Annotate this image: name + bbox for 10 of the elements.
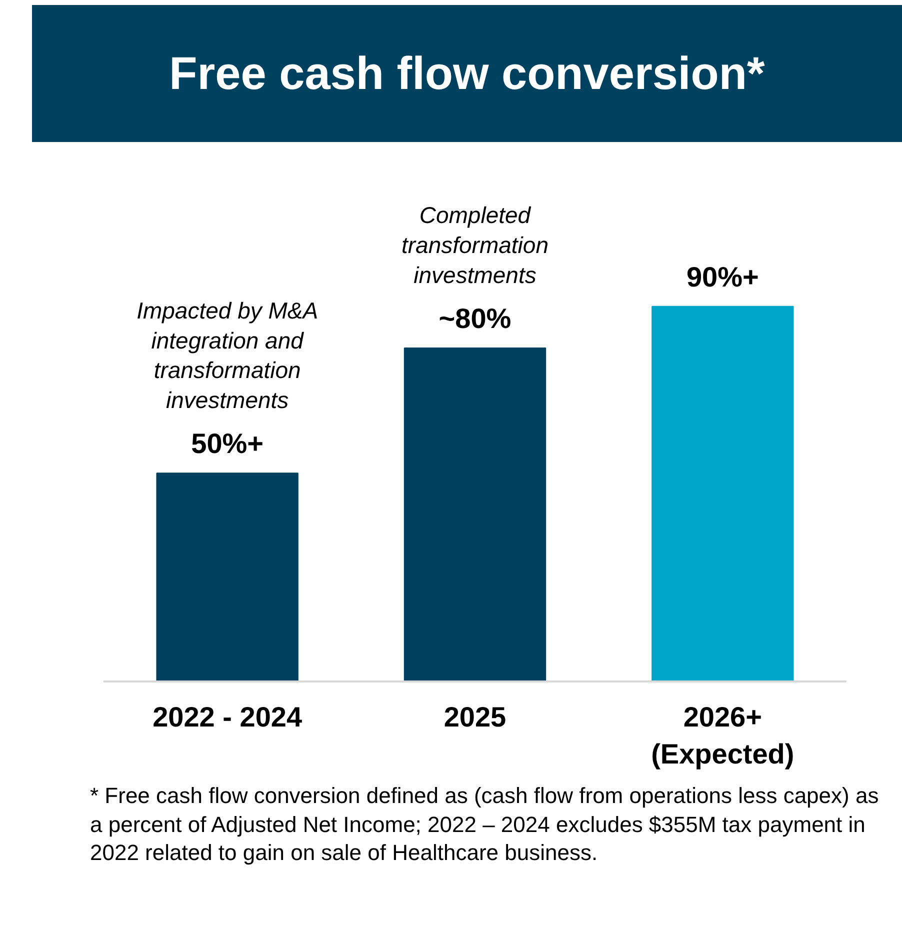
x-tick-label: 2022 - 2024 <box>152 702 302 732</box>
data-label: 50%+ <box>191 428 264 460</box>
text: * Free cash flow conversion defined as (cash flow from operations less capex) as a percent of Adjusted Net Income; 2022 – 2024 excludes $355M tax payment in 2022 related to gain on sale of Healthcare business. <box>90 782 880 868</box>
x-tick-label: 2026+ (Expected) <box>651 702 794 770</box>
data-label: 90%+ <box>686 261 759 292</box>
annotation: Impacted by M&A integration and transformation investments <box>136 297 318 414</box>
x-tick-label: 2025 <box>444 702 506 732</box>
chart-title: Free cash flow conversion* <box>169 46 765 101</box>
text: Completed transformation investments <box>401 202 549 288</box>
data-label: ~80% <box>438 303 512 334</box>
